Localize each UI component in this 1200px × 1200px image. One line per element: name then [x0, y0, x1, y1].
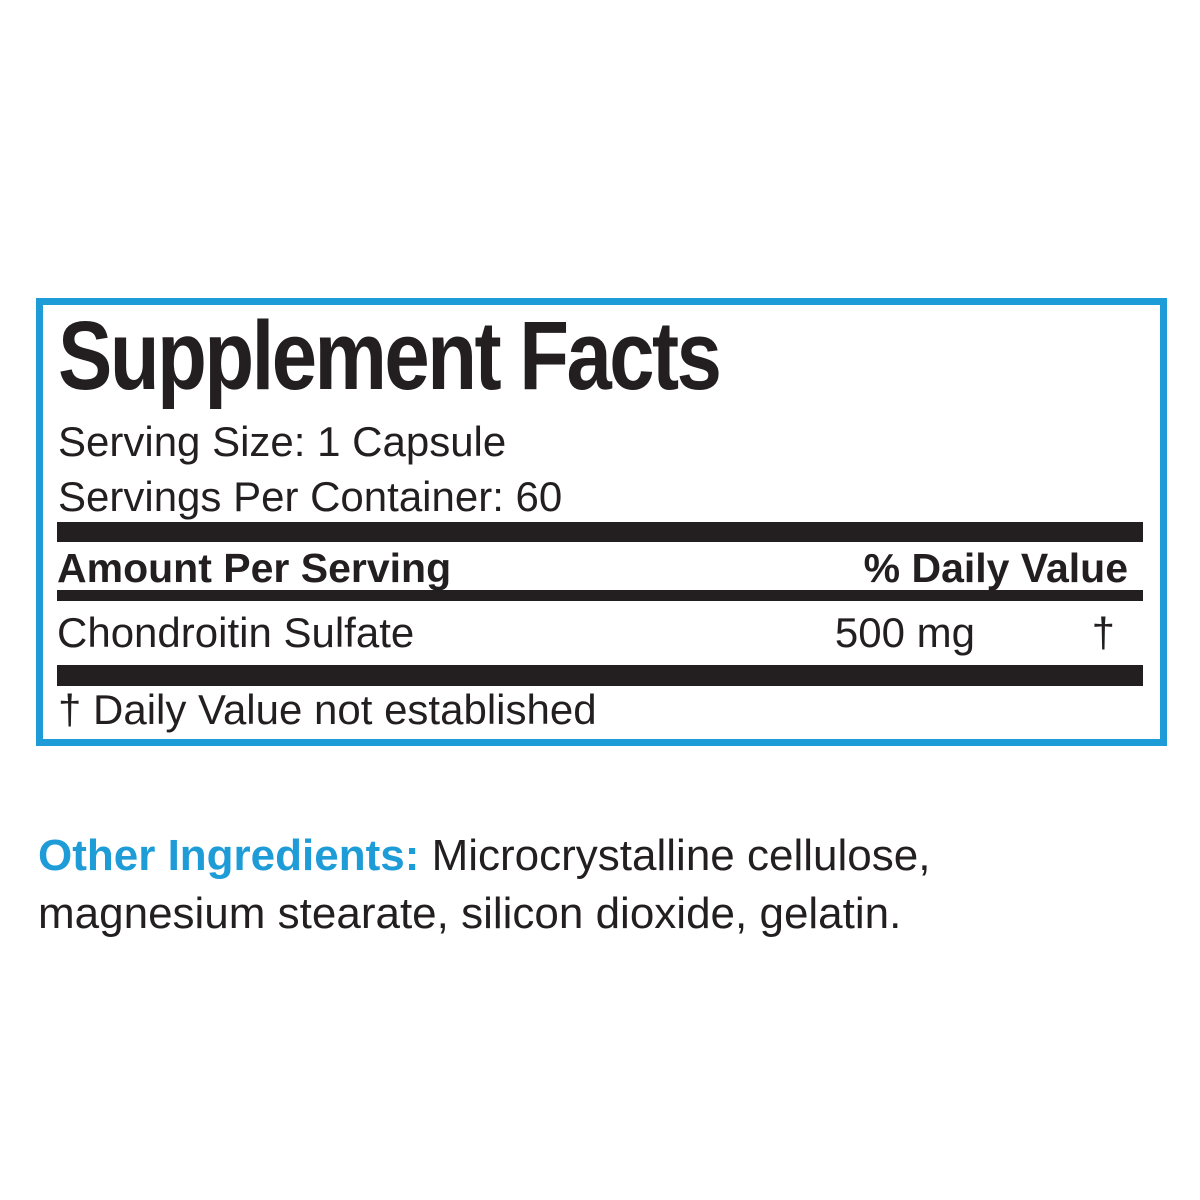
table-header-row: Amount Per Serving % Daily Value	[57, 546, 1143, 590]
daily-value-footnote: † Daily Value not established	[58, 686, 597, 733]
other-ingredients-text: Microcrystalline cellulose, magnesium st…	[38, 831, 931, 938]
column-amount-per-serving: Amount Per Serving	[57, 545, 452, 591]
divider-medium	[57, 590, 1143, 601]
divider-thick-top	[57, 522, 1143, 542]
serving-size-line: Serving Size: 1 Capsule	[58, 418, 507, 465]
divider-thick-bottom	[57, 665, 1143, 686]
table-row: Chondroitin Sulfate 500 mg †	[57, 609, 1143, 657]
ingredient-daily-value-dagger: †	[1091, 609, 1115, 656]
ingredient-name: Chondroitin Sulfate	[57, 609, 415, 656]
ingredient-amount: 500 mg	[834, 609, 975, 656]
panel-title: Supplement Facts	[58, 301, 722, 410]
other-ingredients-label: Other Ingredients:	[38, 831, 420, 880]
servings-per-container-line: Servings Per Container: 60	[58, 473, 563, 520]
supplement-facts-panel: Supplement Facts Serving Size: 1 Capsule…	[36, 298, 1167, 746]
column-percent-daily-value: % Daily Value	[863, 545, 1128, 591]
other-ingredients-paragraph: Other Ingredients: Microcrystalline cell…	[38, 827, 1033, 943]
